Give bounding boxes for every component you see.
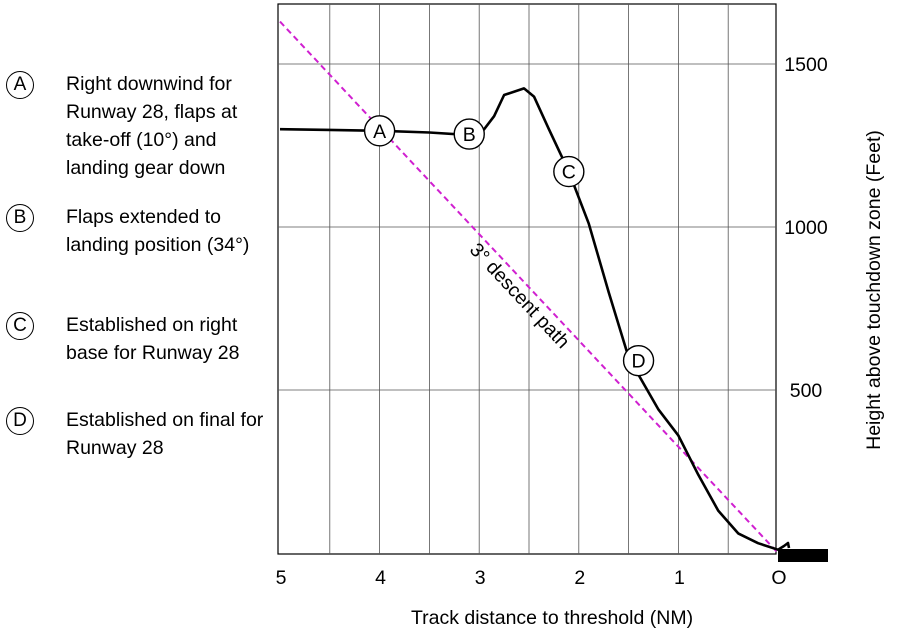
marker-label: D — [632, 351, 646, 373]
legend-marker-a: A — [6, 71, 34, 99]
y-tick-label: 1500 — [784, 54, 828, 76]
x-tick-label: O — [771, 567, 786, 589]
legend-item-b: B Flaps extended to landing position (34… — [6, 203, 266, 259]
marker-circle — [622, 344, 655, 377]
marker-label: B — [463, 124, 476, 146]
marker-circle — [363, 115, 396, 147]
legend-text-a: Right downwind for Runway 28, flaps at t… — [66, 73, 238, 179]
x-tick-label: 3 — [475, 567, 486, 589]
y-tick-label: 1000 — [784, 217, 828, 239]
marker-b: B — [453, 118, 485, 150]
y-tick-label: 500 — [790, 380, 823, 402]
marker-d: D — [622, 344, 655, 377]
descent-path-line — [279, 20, 779, 554]
legend-marker-d: D — [6, 407, 34, 435]
marker-label: C — [562, 162, 576, 184]
x-tick-label: 4 — [375, 567, 386, 589]
legend-text-b: Flaps extended to landing position (34°) — [66, 206, 250, 256]
marker-a: A — [363, 115, 396, 147]
legend-item-c: C Established on right base for Runway 2… — [6, 311, 266, 367]
x-axis-ticks: 5 4 3 2 1 O — [276, 567, 787, 589]
legend-text-d: Established on final for Runway 28 — [66, 409, 264, 459]
legend-text-c: Established on right base for Runway 28 — [66, 314, 240, 364]
legend: A Right downwind for Runway 28, flaps at… — [0, 0, 270, 644]
runway-bar — [778, 549, 828, 562]
legend-item-a: A Right downwind for Runway 28, flaps at… — [6, 70, 266, 182]
plot-frame — [277, 3, 777, 555]
y-axis-ticks: 500 1000 1500 — [784, 54, 828, 402]
marker-circle — [453, 118, 485, 150]
legend-item-d: D Established on final for Runway 28 — [6, 406, 266, 462]
descent-path-annotation: 3° descent path — [465, 239, 574, 353]
chart-grid — [277, 3, 777, 555]
legend-marker-c: C — [6, 312, 34, 340]
x-axis-title: Track distance to threshold (NM) — [411, 607, 693, 629]
marker-c: C — [553, 155, 585, 188]
x-tick-label: 5 — [276, 567, 287, 589]
legend-marker-b: B — [6, 204, 34, 232]
y-axis-title: Height above touchdown zone (Feet) — [863, 130, 885, 450]
plot-area: A B C D — [279, 20, 828, 562]
x-tick-label: 2 — [574, 567, 585, 589]
x-tick-label: 1 — [674, 567, 685, 589]
marker-circle — [553, 155, 585, 188]
marker-label: A — [373, 121, 386, 143]
